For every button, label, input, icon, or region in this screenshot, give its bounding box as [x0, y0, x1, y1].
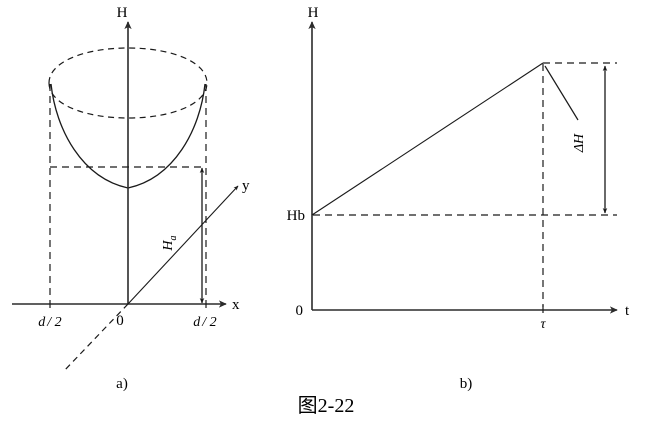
label-axis-h-b: H [308, 5, 319, 21]
label-axis-h-a: H [117, 5, 128, 21]
panel-label-a: a) [116, 376, 128, 392]
label-axis-t: t [625, 303, 630, 319]
label-ha-group: Ha [161, 235, 179, 251]
label-hb: Hb [287, 208, 305, 224]
label-right-d-rest: / 2 [201, 315, 216, 330]
parabola-right-branch [127, 83, 206, 189]
label-axis-y: y [242, 178, 250, 194]
label-origin-b: 0 [296, 303, 304, 319]
label-axis-x: x [232, 297, 240, 313]
svg-text:d/ 2: d/ 2 [38, 315, 61, 330]
panel-label-b: b) [460, 376, 473, 392]
figure-caption: 图2-22 [298, 395, 355, 417]
label-ha-base: H [161, 240, 176, 252]
label-delta-h-group: ΔH [572, 133, 587, 153]
ramp-line [311, 62, 544, 216]
label-origin-a: 0 [116, 313, 124, 329]
leader-line-delta-h [544, 65, 579, 121]
label-left-d-rest: / 2 [46, 315, 61, 330]
panel-a: H x y 0 d/ 2 d/ 2 Ha [12, 5, 250, 392]
label-left-d-over-2: d/ 2 [38, 315, 61, 330]
paraboloid-bowl [50, 83, 206, 189]
label-delta-symbol: Δ [572, 144, 587, 153]
svg-text:Ha: Ha [161, 235, 179, 251]
label-delta-h-base: H [572, 133, 587, 145]
parabola-left-branch [50, 83, 129, 189]
label-left-d-italic: d [38, 315, 46, 330]
panel-b: H t 0 Hb τ ΔH b) [287, 5, 630, 392]
axis-y-diagonal [127, 185, 239, 305]
label-tau: τ [540, 317, 546, 332]
axis-y-diagonal-negative [62, 303, 129, 373]
label-right-d-over-2: d/ 2 [193, 315, 216, 330]
label-ha-subscript: a [168, 235, 179, 240]
label-right-d-italic: d [193, 315, 201, 330]
svg-text:ΔH: ΔH [572, 133, 587, 153]
svg-text:d/ 2: d/ 2 [193, 315, 216, 330]
